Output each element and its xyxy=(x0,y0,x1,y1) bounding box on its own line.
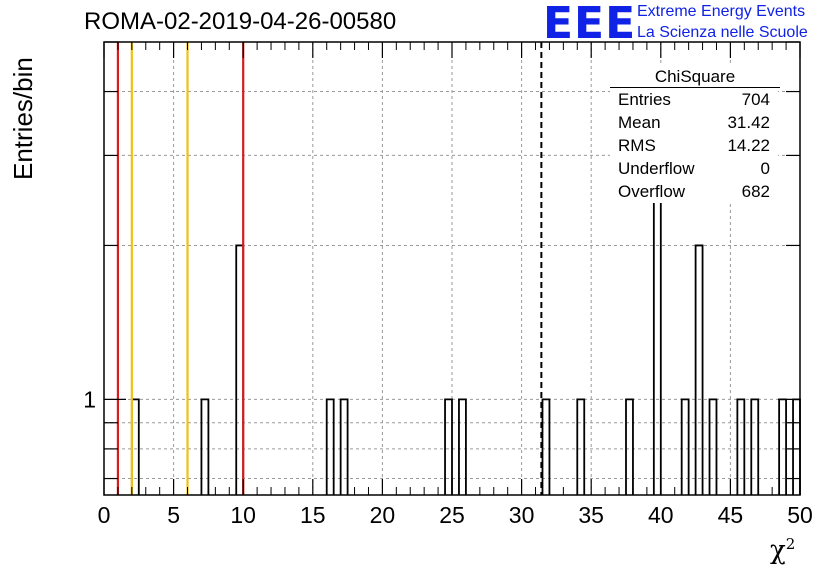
logo-line-2: La Scienza nelle Scuole xyxy=(637,24,808,41)
histogram-bin xyxy=(625,398,634,495)
histogram-bin xyxy=(694,244,704,495)
histogram-bin xyxy=(325,398,335,495)
stats-label: Mean xyxy=(618,113,661,132)
x-tick-label: 10 xyxy=(230,502,256,528)
chart-title: ROMA-02-2019-04-26-00580 xyxy=(84,8,397,35)
stats-row: RMS 14.22 xyxy=(610,134,778,157)
histogram-bin xyxy=(750,398,760,495)
x-tick-label: 50 xyxy=(787,502,813,528)
stats-value: 14.22 xyxy=(727,136,770,155)
histogram-bin xyxy=(541,398,551,495)
stats-label: Underflow xyxy=(618,159,695,178)
x-axis-label-base: χ xyxy=(770,535,786,566)
stats-value: 682 xyxy=(741,182,770,201)
stats-value: 31.42 xyxy=(727,113,770,132)
stats-row: Overflow 682 xyxy=(610,180,778,203)
x-axis-label: χ2 xyxy=(770,535,795,566)
x-tick-label: 20 xyxy=(370,502,396,528)
stats-label: Entries xyxy=(618,90,671,109)
histogram-bin xyxy=(339,398,349,495)
stats-label: Overflow xyxy=(618,182,686,201)
x-tick-label: 5 xyxy=(167,502,180,528)
x-tick-label: 30 xyxy=(509,502,535,528)
histogram-bin xyxy=(576,398,586,495)
stats-box-name: ChiSquare xyxy=(610,65,780,88)
x-tick-label: 15 xyxy=(300,502,326,528)
x-tick-label: 45 xyxy=(718,502,744,528)
logo-line-1: Extreme Energy Events xyxy=(637,3,806,20)
x-tick-label: 0 xyxy=(98,502,111,528)
histogram-bin xyxy=(680,398,690,495)
histogram-bin xyxy=(200,398,210,495)
stats-row: Entries 704 xyxy=(610,88,778,111)
histogram-bin xyxy=(444,398,453,495)
stats-label: RMS xyxy=(618,136,656,155)
stats-row: Underflow 0 xyxy=(610,157,778,180)
x-tick-label: 40 xyxy=(648,502,674,528)
y-tick-label: 1 xyxy=(83,386,96,412)
stats-value: 0 xyxy=(760,159,770,178)
y-axis-label: Entries/bin xyxy=(8,57,38,180)
plot-frame xyxy=(103,41,801,496)
histogram-bin xyxy=(736,398,746,495)
histogram-bin xyxy=(458,398,467,495)
reference-lines-layer xyxy=(116,42,543,495)
x-tick-label: 35 xyxy=(578,502,604,528)
x-axis-label-sup: 2 xyxy=(785,535,796,553)
stats-box: ChiSquare Entries 704 Mean 31.42 RMS 14.22 … xyxy=(610,65,780,203)
histogram-bin xyxy=(708,398,718,495)
x-tick-label: 25 xyxy=(439,502,465,528)
stats-row: Mean 31.42 xyxy=(610,111,778,134)
stats-value: 704 xyxy=(741,90,770,109)
eee-logo: EEE xyxy=(543,0,637,49)
